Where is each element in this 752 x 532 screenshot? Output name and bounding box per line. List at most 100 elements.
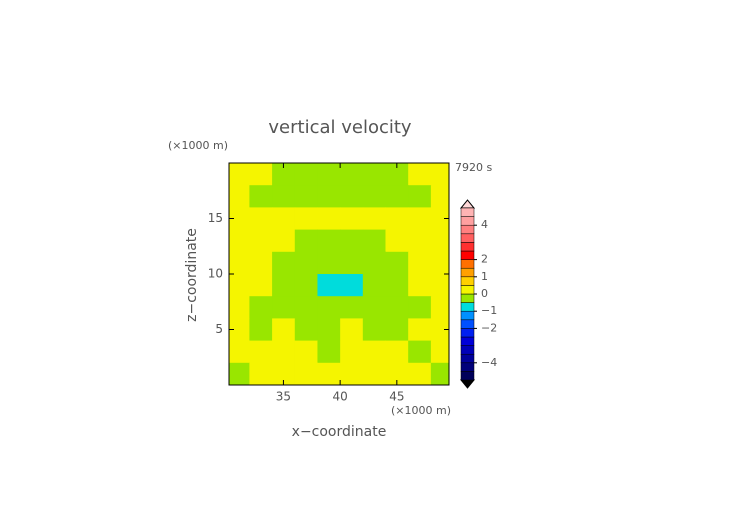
chart-title: vertical velocity (268, 117, 412, 138)
contour-cell (229, 229, 250, 253)
contour-cell (272, 229, 296, 253)
contour-cell (408, 163, 432, 186)
colorbar-segment (460, 276, 475, 286)
contour-cell (340, 274, 364, 297)
contour-cell (294, 229, 318, 253)
contour-cell (249, 362, 273, 385)
contour-cell (249, 340, 273, 364)
contour-cell (294, 274, 318, 297)
contour-cell (317, 163, 341, 186)
contour-cell (430, 274, 449, 297)
y-unit: (×1000 m) (168, 139, 228, 152)
colorbar-segment (460, 224, 475, 235)
colorbar-segment (460, 371, 475, 381)
contour-cell (294, 251, 318, 275)
y-tick-label: 10 (208, 267, 223, 281)
contour-cell (430, 207, 449, 231)
contour-cell (317, 185, 341, 208)
colorbar-tick-label: 0 (481, 287, 488, 300)
colorbar-segment (460, 302, 475, 312)
contour-cell (229, 163, 250, 186)
contour-cell (249, 296, 273, 319)
colorbar-extend-top (459, 199, 476, 209)
colorbar-tick-label: 2 (481, 253, 488, 266)
contour-cell (430, 340, 449, 364)
contour-cell (229, 274, 250, 297)
contour-cell (385, 318, 409, 342)
contour-cell (294, 362, 318, 385)
field (229, 163, 449, 385)
contour-cell (249, 251, 273, 275)
contour-cell (385, 207, 409, 231)
contour-cell (229, 318, 250, 342)
contour-cell (340, 340, 364, 364)
contour-cell (385, 362, 409, 385)
contour-cell (249, 229, 273, 253)
contour-cell (229, 296, 250, 319)
contour-cell (229, 362, 250, 385)
contour-cell (294, 296, 318, 319)
y-tick-label: 5 (215, 322, 223, 336)
contour-cell (272, 362, 296, 385)
contour-cell (317, 229, 341, 253)
x-tick-label: 45 (389, 390, 404, 404)
contour-cell (229, 340, 250, 364)
contour-cell (362, 163, 386, 186)
colorbar-segment (460, 242, 475, 252)
colorbar-extend-bottom (459, 379, 476, 389)
contour-cell (362, 296, 386, 319)
colorbar-segment (460, 216, 475, 226)
x-tick-label: 40 (332, 390, 347, 404)
contour-cell (430, 163, 449, 186)
contour-cell (385, 251, 409, 275)
x-axis-label: x−coordinate (292, 424, 387, 440)
contour-cell (249, 163, 273, 186)
y-tick-label: 15 (208, 211, 223, 225)
contour-cell (340, 362, 364, 385)
contour-cell (229, 251, 250, 275)
contour-cell (430, 229, 449, 253)
colorbar-segment (460, 362, 475, 372)
contour-cell (340, 318, 364, 342)
contour-cell (430, 362, 449, 385)
contour-cell (317, 318, 341, 342)
colorbar-segment (460, 336, 475, 346)
contour-cell (340, 185, 364, 208)
contour-cell (229, 185, 250, 208)
time-label: 7920 s (455, 161, 492, 174)
contour-cell (294, 185, 318, 208)
contour-cell (340, 296, 364, 319)
contour-cell (317, 251, 341, 275)
colorbar-segment (460, 285, 475, 295)
contour-cell (362, 229, 386, 253)
contour-cell (272, 251, 296, 275)
colorbar-segment (460, 293, 475, 303)
contour-cell (294, 340, 318, 364)
contour-cell (385, 340, 409, 364)
contour-cell (362, 207, 386, 231)
contour-cell (408, 185, 432, 208)
contour-cell (249, 318, 273, 342)
contour-cell (272, 274, 296, 297)
colorbar-tick-label: 4 (481, 218, 488, 231)
contour-cell (340, 207, 364, 231)
x-tick-label: 35 (276, 390, 291, 404)
colorbar-tick-label: 1 (481, 270, 488, 283)
contour-cell (272, 318, 296, 342)
contour-cell (408, 229, 432, 253)
colorbar-segment (460, 345, 475, 355)
contour-cell (294, 163, 318, 186)
contour-cell (408, 340, 432, 364)
contour-cell (408, 274, 432, 297)
contour-cell (340, 163, 364, 186)
contour-cell (385, 229, 409, 253)
contour-cell (317, 362, 341, 385)
contour-cell (294, 207, 318, 231)
contour-cell (385, 163, 409, 186)
x-unit: (×1000 m) (391, 404, 451, 417)
contour-cell (362, 274, 386, 297)
contour-cell (408, 318, 432, 342)
contour-cell (272, 207, 296, 231)
contour-cell (340, 251, 364, 275)
